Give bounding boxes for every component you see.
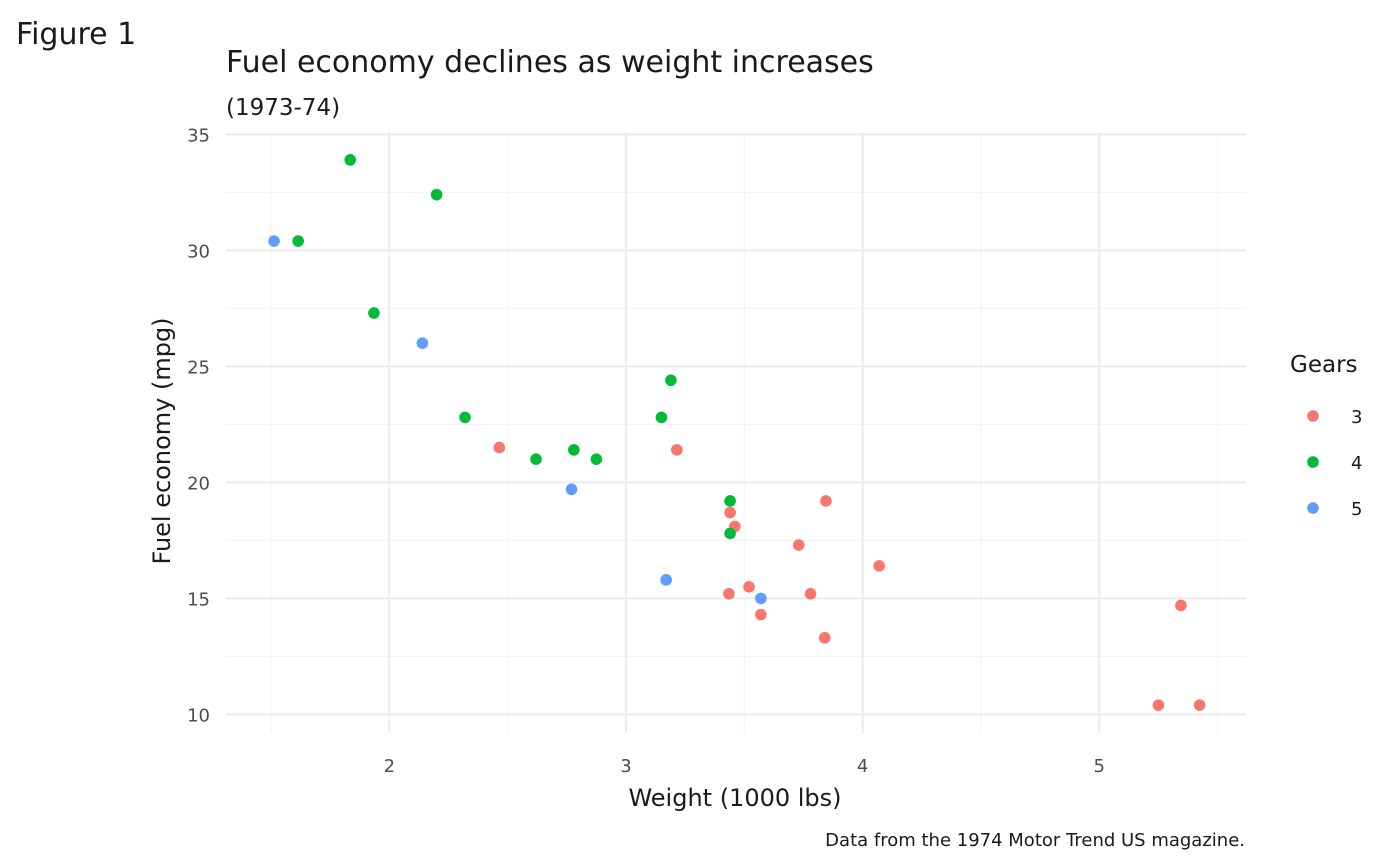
chart-title: Fuel economy declines as weight increase… [226,45,874,80]
y-tick-label: 20 [187,473,210,494]
data-point-gear-3 [804,587,817,600]
data-point-gear-4 [368,307,380,319]
x-tick-label: 2 [384,756,395,777]
legend-label: 3 [1351,407,1362,428]
data-point-gear-3 [820,495,832,507]
data-point-gear-4 [344,154,357,166]
legend-key-3 [1307,410,1319,422]
axis-ticks: 2 3 4 5 10 15 20 25 30 35 [187,125,1105,777]
data-point-gear-3 [671,444,683,456]
data-point-gear-3 [1152,699,1165,711]
data-point-gear-3 [493,441,506,454]
grid [226,132,1246,733]
data-point-gear-4 [459,411,471,424]
data-point-gear-3 [792,539,805,551]
x-axis-title: Weight (1000 lbs) [628,784,841,812]
data-point-gear-4 [724,527,736,540]
legend-key-4 [1307,456,1319,468]
data-point-gear-4 [665,374,677,387]
data-point-gear-4 [590,453,603,465]
y-tick-label: 35 [187,125,210,146]
data-point-gear-3 [1175,599,1187,612]
chart-caption: Data from the 1974 Motor Trend US magazi… [825,830,1245,851]
figure-label: Figure 1 [16,17,136,52]
data-point-gear-3 [1193,699,1206,711]
data-points [268,154,1206,711]
chart-subtitle: (1973-74) [226,95,340,121]
legend-key-5 [1307,502,1319,514]
data-point-gear-4 [430,188,443,201]
data-point-gear-4 [655,411,668,424]
data-point-gear-4 [724,495,736,507]
legend-label: 4 [1351,453,1362,474]
data-point-gear-5 [416,337,429,349]
y-axis-title: Fuel economy (mpg) [148,317,176,564]
legend: Gears 3 4 5 [1290,352,1362,520]
data-point-gear-4 [292,235,304,247]
y-tick-label: 25 [187,357,210,378]
data-point-gear-5 [565,483,578,496]
data-point-gear-3 [724,506,736,519]
data-point-gear-5 [660,574,672,586]
x-tick-label: 3 [620,756,631,777]
data-point-gear-5 [755,592,767,605]
data-point-gear-4 [530,453,542,465]
data-point-gear-3 [818,632,831,644]
y-tick-label: 10 [187,705,210,726]
data-point-gear-4 [568,444,580,456]
x-tick-label: 4 [857,756,868,777]
y-tick-label: 30 [187,241,210,262]
legend-label: 5 [1351,499,1362,520]
x-tick-label: 5 [1094,756,1105,777]
data-point-gear-3 [723,587,735,600]
y-tick-label: 15 [187,589,210,610]
legend-title: Gears [1290,352,1358,378]
data-point-gear-3 [873,560,885,572]
data-point-gear-3 [743,581,755,593]
data-point-gear-3 [755,608,767,621]
data-point-gear-5 [268,235,280,247]
